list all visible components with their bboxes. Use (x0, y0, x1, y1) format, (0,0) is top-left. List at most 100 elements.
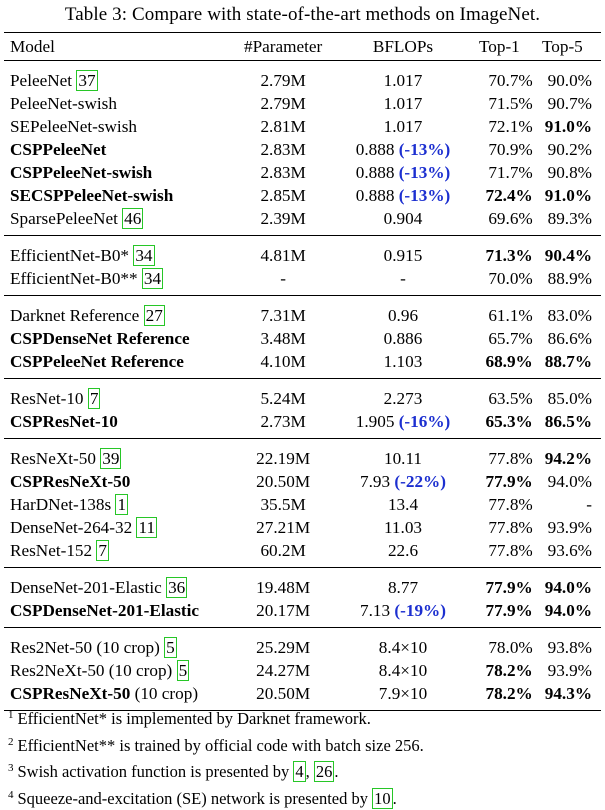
top1-cell: 65.7% (466, 327, 533, 350)
model-name: DenseNet-201-Elastic (10, 578, 162, 597)
bflops-value: 1.103 (384, 352, 423, 371)
model-name: CSPPeleeNet-swish (10, 163, 152, 182)
params-cell: 20.17M (226, 599, 340, 628)
top5-cell: 93.8% (533, 628, 601, 660)
bflops-cell: 0.96 (340, 296, 466, 328)
model-name: CSPDenseNet-201-Elastic (10, 601, 199, 620)
citation: 46 (122, 208, 143, 229)
top5-cell: 89.3% (533, 207, 601, 236)
model-cell: CSPDenseNet-201-Elastic (4, 599, 226, 628)
bflops-cell: 1.017 (340, 61, 466, 93)
params-cell: 2.83M (226, 138, 340, 161)
params-cell: 4.10M (226, 350, 340, 379)
params-cell: 2.79M (226, 61, 340, 93)
top5-cell: 93.9% (533, 659, 601, 682)
citation: 27 (144, 305, 165, 326)
top1-cell: 71.5% (466, 92, 533, 115)
footnote-mark: 1 (8, 709, 14, 721)
bflops-value: 0.96 (388, 306, 418, 325)
top5-cell: 93.6% (533, 539, 601, 568)
model-cell: CSPPeleeNet Reference (4, 350, 226, 379)
model-cell: CSPResNeXt-50 (4, 470, 226, 493)
model-name: SparsePeleeNet (10, 209, 118, 228)
model-name: EfficientNet-B0* (10, 246, 129, 265)
model-name: CSPResNet-10 (10, 412, 118, 431)
params-cell: 35.5M (226, 493, 340, 516)
bflops-cell: 0.888 (-13%) (340, 184, 466, 207)
bflops-value: 8.77 (388, 578, 418, 597)
footnote-text: , (306, 762, 314, 781)
bflops-value: - (400, 269, 406, 288)
model-cell: PeleeNet 37 (4, 61, 226, 93)
model-cell: CSPPeleeNet-swish (4, 161, 226, 184)
bflops-cell: 0.888 (-13%) (340, 138, 466, 161)
bflops-value: 8.4×10 (379, 661, 427, 680)
bflops-value: 1.017 (384, 94, 423, 113)
top5-cell: 86.5% (533, 410, 601, 439)
params-cell: 2.39M (226, 207, 340, 236)
params-cell: 22.19M (226, 439, 340, 471)
top1-cell: 71.7% (466, 161, 533, 184)
bflops-delta: (-13%) (399, 163, 451, 182)
model-name: CSPResNeXt-50 (10, 684, 130, 703)
model-name: ResNet-152 (10, 541, 92, 560)
top5-cell: 93.9% (533, 516, 601, 539)
top5-cell: 88.9% (533, 267, 601, 296)
top5-cell: 94.0% (533, 599, 601, 628)
top1-cell: 77.9% (466, 568, 533, 600)
results-table: Model #Parameter BFLOPs Top-1 Top-5 Pele… (4, 32, 601, 711)
bflops-value: 8.4×10 (379, 638, 427, 657)
bflops-value: 11.03 (384, 518, 422, 537)
bflops-cell: 0.904 (340, 207, 466, 236)
bflops-value: 0.904 (384, 209, 423, 228)
model-name: CSPPeleeNet Reference (10, 352, 184, 371)
params-cell: 20.50M (226, 470, 340, 493)
citation: 34 (133, 245, 154, 266)
bflops-delta: (-19%) (394, 601, 446, 620)
model-cell: Res2NeXt-50 (10 crop) 5 (4, 659, 226, 682)
top1-cell: 78.0% (466, 628, 533, 660)
model-cell: SECSPPeleeNet-swish (4, 184, 226, 207)
top1-cell: 72.4% (466, 184, 533, 207)
model-cell: CSPDenseNet Reference (4, 327, 226, 350)
model-cell: EfficientNet-B0** 34 (4, 267, 226, 296)
bflops-value: 0.915 (384, 246, 423, 265)
citation: 7 (88, 388, 101, 409)
params-cell: 3.48M (226, 327, 340, 350)
top5-cell: 94.0% (533, 568, 601, 600)
bflops-value: 0.888 (356, 186, 395, 205)
bflops-value: 0.886 (384, 329, 423, 348)
top5-cell: - (533, 493, 601, 516)
params-cell: 4.81M (226, 236, 340, 268)
model-cell: EfficientNet-B0* 34 (4, 236, 226, 268)
model-cell: Res2Net-50 (10 crop) 5 (4, 628, 226, 660)
citation: 5 (177, 660, 190, 681)
bflops-delta: (-13%) (399, 186, 451, 205)
bflops-cell: 0.915 (340, 236, 466, 268)
model-name: EfficientNet-B0** (10, 269, 138, 288)
header-parameter: #Parameter (226, 33, 340, 61)
top1-cell: 77.9% (466, 470, 533, 493)
bflops-delta: (-22%) (394, 472, 446, 491)
top5-cell: 85.0% (533, 379, 601, 411)
